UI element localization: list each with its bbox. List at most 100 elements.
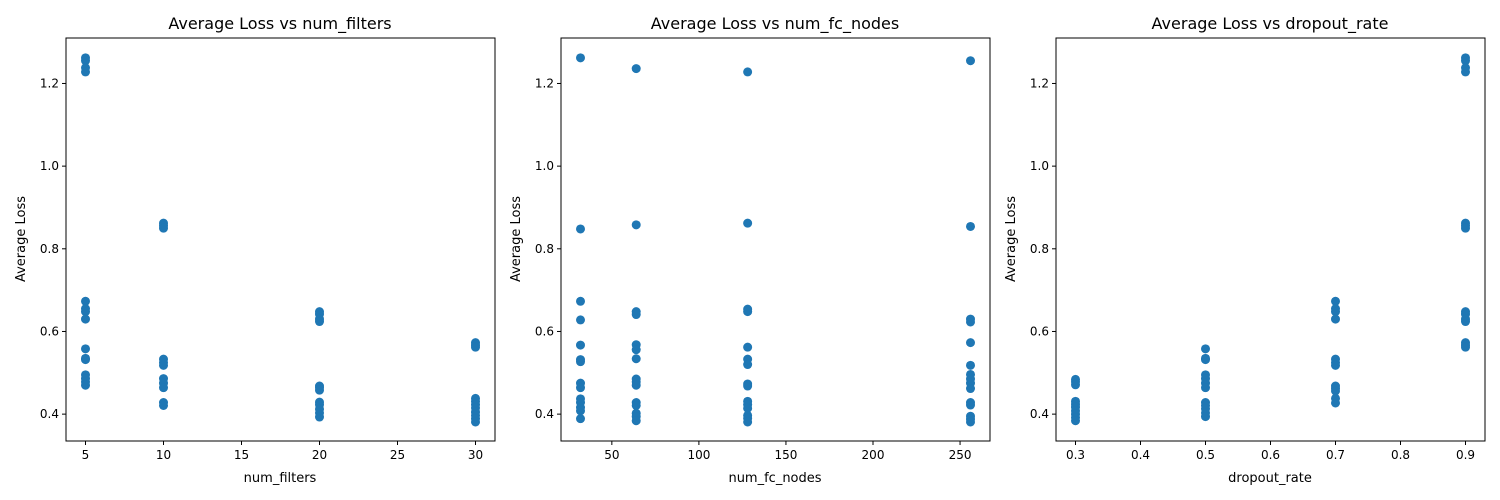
scatter-point bbox=[159, 360, 168, 370]
scatter-point bbox=[576, 406, 585, 416]
scatter-point bbox=[471, 417, 480, 427]
scatter-point bbox=[743, 342, 753, 352]
x-tick-label: 0.7 bbox=[1326, 448, 1345, 462]
y-tick-label: 1.2 bbox=[40, 76, 59, 90]
scatter-point bbox=[81, 296, 90, 306]
scatter-point bbox=[471, 342, 480, 352]
axes-frame bbox=[1055, 37, 1486, 442]
x-tick-label: 0.6 bbox=[1261, 448, 1280, 462]
x-tick-label: 30 bbox=[468, 448, 483, 462]
scatter-point bbox=[631, 64, 641, 74]
scatter-point bbox=[1331, 296, 1340, 306]
y-tick-label: 1.2 bbox=[535, 76, 554, 90]
scatter-point bbox=[159, 400, 168, 410]
scatter-point bbox=[576, 224, 585, 234]
scatter-point bbox=[315, 385, 324, 395]
scatter-point bbox=[966, 221, 975, 231]
scatter-point bbox=[1331, 386, 1340, 396]
scatter-point bbox=[966, 56, 975, 66]
scatter-point bbox=[966, 417, 975, 427]
scatter-point bbox=[576, 357, 585, 367]
scatter-point bbox=[1201, 355, 1210, 365]
axes-frame bbox=[65, 37, 496, 442]
x-tick-label: 0.9 bbox=[1456, 448, 1475, 462]
x-tick-label: 15 bbox=[234, 448, 249, 462]
x-tick-label: 25 bbox=[390, 448, 405, 462]
scatter-point bbox=[631, 220, 641, 230]
scatter-point bbox=[576, 296, 585, 306]
x-tick-label: 0.3 bbox=[1066, 448, 1085, 462]
scatter-point bbox=[966, 384, 975, 394]
scatter-point bbox=[1201, 383, 1210, 393]
y-tick-label: 1.0 bbox=[1030, 159, 1049, 173]
y-axis-label: Average Loss bbox=[509, 196, 524, 282]
x-tick-label: 100 bbox=[687, 448, 710, 462]
y-tick-label: 0.6 bbox=[535, 324, 554, 338]
chart-title: Average Loss vs dropout_rate bbox=[1152, 14, 1389, 34]
scatter-point bbox=[966, 360, 975, 370]
y-tick-label: 0.6 bbox=[1030, 324, 1049, 338]
chart-title: Average Loss vs num_fc_nodes bbox=[651, 14, 899, 34]
scatter-point bbox=[1331, 314, 1340, 324]
axes-frame bbox=[560, 37, 991, 442]
scatter-points bbox=[576, 53, 975, 427]
scatter-point bbox=[743, 381, 753, 391]
scatter-points bbox=[81, 53, 480, 427]
tick-marks: 0.3 0.4 0.5 0.6 0.7 0.8 0.9 0.4 0.6 0.8 1.0 1.2 bbox=[1030, 76, 1475, 462]
scatter-point bbox=[1201, 344, 1210, 354]
scatter-point bbox=[576, 414, 585, 424]
scatter-point bbox=[1461, 56, 1470, 66]
scatter-point bbox=[1071, 416, 1080, 426]
scatter-points bbox=[1071, 53, 1470, 426]
scatter-point bbox=[743, 403, 753, 413]
scatter-point bbox=[743, 218, 753, 228]
x-axis-label: num_fc_nodes bbox=[728, 471, 821, 486]
scatter-point bbox=[743, 417, 753, 427]
scatter-point bbox=[1201, 412, 1210, 422]
subplot-dropout-rate: Average Loss vs dropout_rate dropout_rat… bbox=[1004, 14, 1486, 486]
scatter-point bbox=[315, 412, 324, 422]
scatter-point bbox=[1331, 360, 1340, 370]
y-tick-label: 1.2 bbox=[1030, 76, 1049, 90]
x-tick-label: 200 bbox=[862, 448, 885, 462]
scatter-point bbox=[159, 383, 168, 393]
scatter-point bbox=[1331, 398, 1340, 408]
y-tick-label: 0.4 bbox=[535, 407, 554, 421]
scatter-point bbox=[966, 338, 975, 348]
scatter-point bbox=[1461, 317, 1470, 327]
scatter-point bbox=[81, 380, 90, 390]
tick-marks: 50 100 150 200 250 0.4 0.6 0.8 1.0 1.2 bbox=[535, 76, 972, 462]
scatter-point bbox=[631, 400, 641, 410]
scatter-point bbox=[966, 400, 975, 410]
scatter-point bbox=[1071, 380, 1080, 390]
x-tick-label: 150 bbox=[774, 448, 797, 462]
scatter-point bbox=[966, 317, 975, 327]
scatter-point bbox=[1461, 342, 1470, 352]
chart-title: Average Loss vs num_filters bbox=[168, 14, 391, 34]
y-tick-label: 1.0 bbox=[535, 159, 554, 173]
x-tick-label: 0.5 bbox=[1196, 448, 1215, 462]
x-tick-label: 20 bbox=[312, 448, 327, 462]
scatter-point bbox=[159, 223, 168, 233]
scatter-point bbox=[631, 416, 641, 426]
scatter-point bbox=[81, 344, 90, 354]
y-tick-label: 0.8 bbox=[40, 242, 59, 256]
scatter-point bbox=[631, 380, 641, 390]
scatter-point bbox=[576, 53, 585, 63]
scatter-point bbox=[81, 307, 90, 317]
x-tick-label: 5 bbox=[82, 448, 90, 462]
scatter-point bbox=[81, 355, 90, 365]
scatter-point bbox=[576, 383, 585, 393]
y-tick-label: 0.4 bbox=[1030, 407, 1049, 421]
scatter-point bbox=[576, 315, 585, 325]
scatter-point bbox=[81, 314, 90, 324]
tick-marks: 5 10 15 20 25 30 0.4 0.6 0.8 1.0 1.2 bbox=[40, 76, 483, 462]
y-tick-label: 0.6 bbox=[40, 324, 59, 338]
x-tick-label: 50 bbox=[604, 448, 619, 462]
scatter-point bbox=[576, 340, 585, 350]
scatter-point bbox=[631, 354, 641, 364]
scatter-point bbox=[1331, 307, 1340, 317]
scatter-point bbox=[1461, 67, 1470, 77]
scatter-point bbox=[1461, 223, 1470, 233]
